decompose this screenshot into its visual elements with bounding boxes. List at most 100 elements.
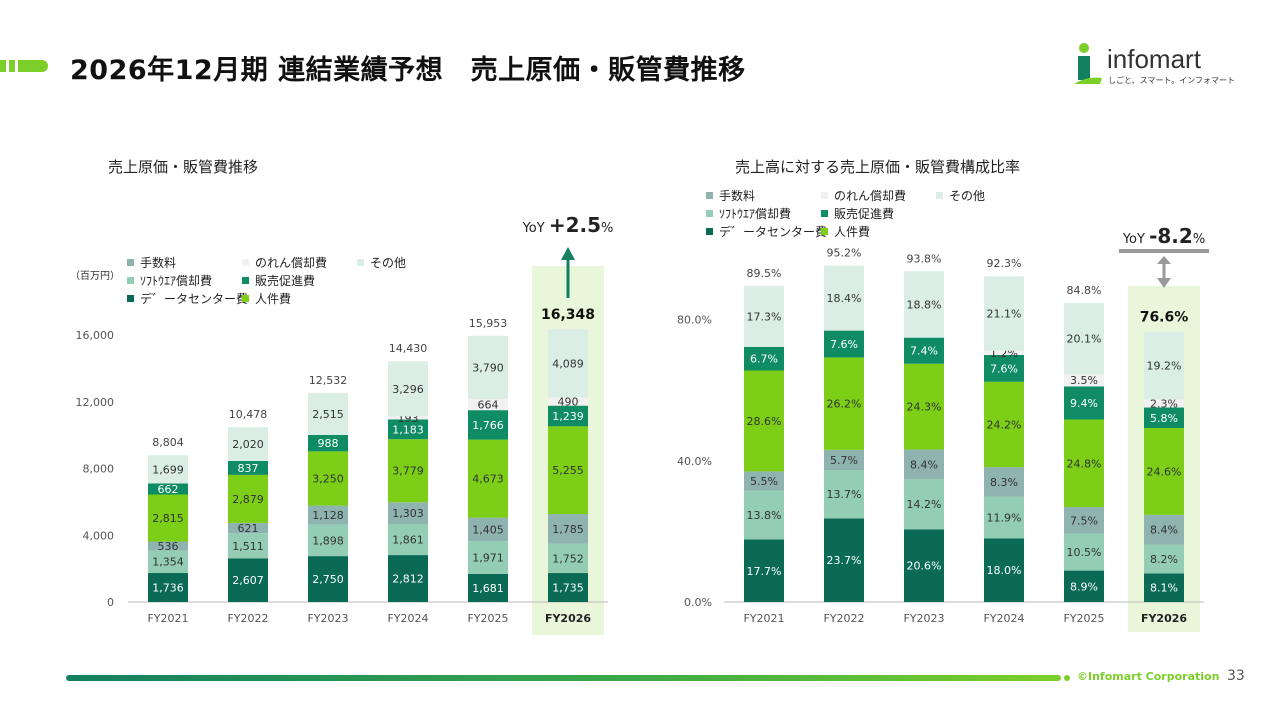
bar-segment xyxy=(468,573,508,602)
bar-segment xyxy=(148,483,188,495)
yoy-arrow-up-icon xyxy=(1157,256,1171,264)
legend-label: ｿﾌﾄｳｴｱ償却費 xyxy=(140,273,212,288)
data-label: 4,089 xyxy=(552,357,584,370)
data-label: 1,736 xyxy=(152,582,184,595)
cost-ratio-chart: 0.0% 40.0% 80.0% 17.7% 13.8% 5.5% 28.6% 6.7% 17.… xyxy=(677,188,1209,632)
yoy-arrow-up-icon xyxy=(561,247,575,260)
data-label: 24.8% xyxy=(1067,457,1102,470)
bar-segment xyxy=(228,558,268,602)
data-label: 18.0% xyxy=(987,564,1022,577)
yoy-value: +2.5 xyxy=(549,213,601,237)
yoy-suffix: % xyxy=(1193,232,1205,247)
data-label: 1,752 xyxy=(552,552,584,565)
data-label: 837 xyxy=(238,462,259,475)
bar-segment xyxy=(744,346,784,371)
bar-segment xyxy=(468,439,508,518)
bar-segment xyxy=(904,363,944,450)
data-label: 1,735 xyxy=(552,582,584,595)
data-label: 2,879 xyxy=(232,493,264,506)
data-label: 8.4% xyxy=(910,458,938,471)
bar-segment xyxy=(548,397,588,406)
data-label: 3,250 xyxy=(312,472,344,485)
data-label: 7.6% xyxy=(830,338,858,351)
total-label: 8,804 xyxy=(152,436,184,449)
right-chart-title: 売上高に対する売上原価・販管費構成比率 xyxy=(735,158,1021,176)
bar-segment xyxy=(904,529,944,602)
company-logo: infomart しごと、スマート。インフォマート xyxy=(1070,42,1235,92)
data-label: 1,128 xyxy=(312,509,344,522)
bar-segment xyxy=(308,505,348,525)
bar-segment xyxy=(148,550,188,574)
data-label: 2,020 xyxy=(232,438,264,451)
data-label: 23.7% xyxy=(827,554,862,567)
category-label: FY2021 xyxy=(743,612,784,625)
data-label: 24.3% xyxy=(907,401,942,414)
bar-segment xyxy=(1144,399,1184,408)
legend-label: デ゛ータセンター費 xyxy=(140,291,248,306)
y-tick-label: 80.0% xyxy=(677,314,712,327)
legend-label: 手数料 xyxy=(719,188,755,203)
bar-segment xyxy=(984,276,1024,351)
bar-segment xyxy=(984,350,1024,355)
yoy-prefix: YoY xyxy=(522,221,549,236)
bar-segment xyxy=(824,330,864,358)
data-label: 1,861 xyxy=(392,534,424,547)
data-label: 2,607 xyxy=(232,574,264,587)
data-label: 13.7% xyxy=(827,488,862,501)
total-label: 14,430 xyxy=(389,342,428,355)
data-label: 2,815 xyxy=(152,512,184,525)
bar-segment xyxy=(904,337,944,364)
legend-swatch xyxy=(821,192,828,199)
bar-segment xyxy=(308,556,348,602)
y-tick-label: 8,000 xyxy=(83,463,115,476)
data-label: 7.4% xyxy=(910,345,938,358)
yoy-label: YoY +2.5% xyxy=(522,213,614,237)
data-label: 7.6% xyxy=(990,362,1018,375)
data-label: 5,255 xyxy=(552,464,584,477)
bar-segment xyxy=(984,538,1024,602)
bar-segment xyxy=(148,573,188,602)
total-label: 10,478 xyxy=(229,408,268,421)
data-label: 8.2% xyxy=(1150,553,1178,566)
infomart-logo-icon xyxy=(1074,43,1102,84)
bar-segment xyxy=(1144,428,1184,515)
category-label: FY2022 xyxy=(227,612,268,625)
bar-segment xyxy=(468,335,508,400)
data-label: 1,898 xyxy=(312,534,344,547)
bar-segment xyxy=(744,471,784,491)
bar-segment xyxy=(548,514,588,544)
data-label: 2,812 xyxy=(392,573,424,586)
data-label: 1,354 xyxy=(152,556,184,569)
bar-segment xyxy=(388,416,428,420)
bar-segment xyxy=(744,370,784,472)
bar-segment xyxy=(228,460,268,475)
bar-segment xyxy=(1064,303,1104,374)
data-label: 24.6% xyxy=(1147,465,1182,478)
bar-segment xyxy=(388,502,428,525)
data-label: 1,971 xyxy=(472,552,504,565)
legend-swatch xyxy=(357,259,364,266)
data-label: 2,515 xyxy=(312,408,344,421)
category-label: FY2021 xyxy=(147,612,188,625)
bar-segment xyxy=(984,467,1024,497)
bar-segment xyxy=(1064,386,1104,420)
legend-label: 手数料 xyxy=(140,255,176,270)
legend-label: 人件費 xyxy=(834,224,870,239)
data-label: 1,511 xyxy=(232,540,264,553)
bar-segment xyxy=(388,419,428,440)
logo-wordmark: infomart xyxy=(1107,44,1201,74)
bar-segment xyxy=(824,470,864,519)
bar-segment xyxy=(1144,573,1184,602)
bar-segment xyxy=(1064,374,1104,387)
data-label: 21.1% xyxy=(987,307,1022,320)
total-label: 15,953 xyxy=(469,317,508,330)
y-tick-label: 12,000 xyxy=(76,396,115,409)
footer-dot xyxy=(1064,675,1070,681)
data-label: 17.3% xyxy=(747,310,782,323)
bar-segment xyxy=(744,490,784,540)
unit-label: （百万円） xyxy=(70,270,120,282)
legend-label: デ゛ータセンター費 xyxy=(719,224,827,239)
data-label: 1,681 xyxy=(472,582,504,595)
bar-segment xyxy=(308,451,348,506)
data-label: 8.3% xyxy=(990,476,1018,489)
